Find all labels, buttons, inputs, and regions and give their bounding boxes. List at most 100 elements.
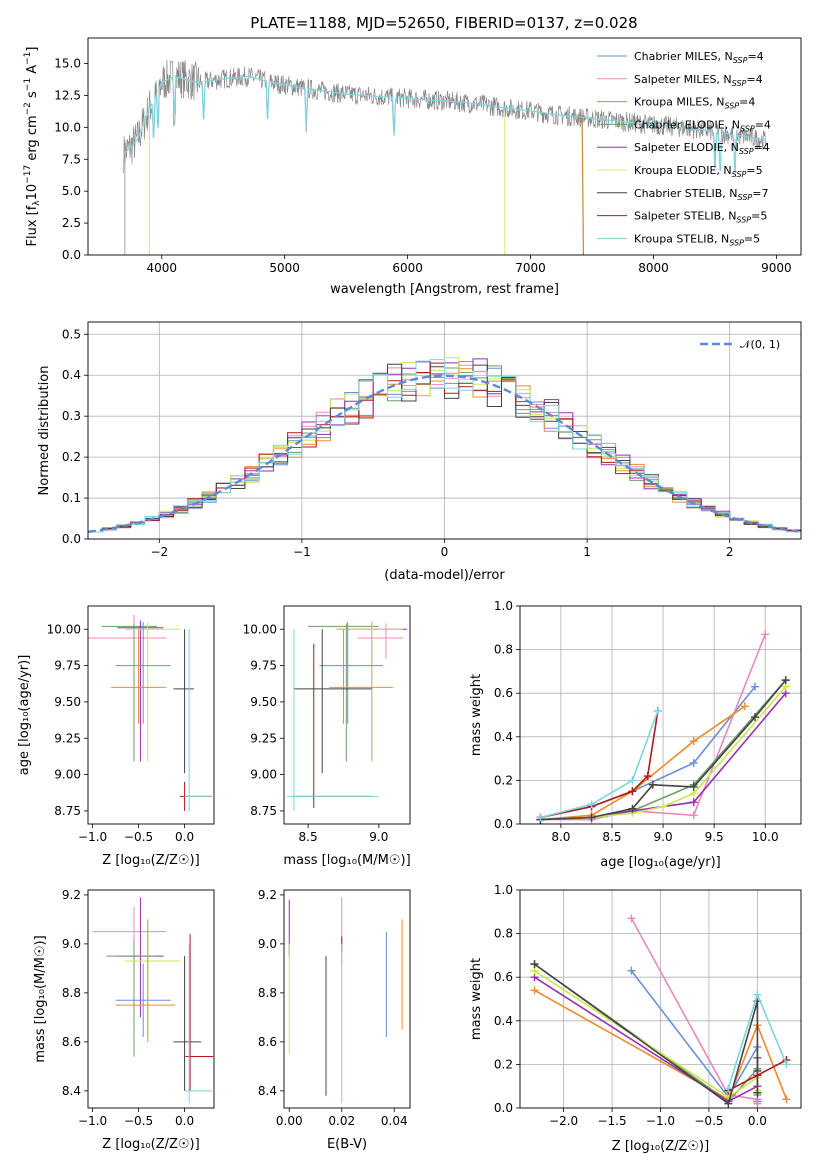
plot-area [288, 897, 403, 1104]
y-tick-label: 1.0 [494, 599, 513, 613]
plot-area [88, 614, 213, 811]
y-tick-label: 9.00 [250, 768, 277, 782]
x-tick-label: −1.0 [646, 1114, 675, 1128]
x-tick-label: 8.0 [551, 830, 570, 844]
x-tick-label: 8.5 [602, 830, 621, 844]
x-tick-label: 0.00 [276, 1114, 303, 1128]
legend-entry: Salpeter STELIB, NSSP=5 [634, 210, 767, 225]
x-tick-label: 8.5 [299, 830, 318, 844]
x-tick-label: 8000 [638, 261, 669, 275]
y-tick-label: 0.4 [494, 1014, 513, 1028]
plot-area [123, 59, 767, 255]
weight-point [689, 737, 698, 746]
x-axis-label: (data-model)/error [384, 568, 505, 583]
gaussian-curve [88, 374, 799, 533]
x-tick-label: 0.0 [175, 830, 194, 844]
weight-line [534, 989, 788, 1101]
y-tick-label: 0.0 [494, 1101, 513, 1115]
figure-title: PLATE=1188, MJD=52650, FIBERID=0137, z=0… [250, 14, 637, 32]
weight-point [782, 1095, 791, 1104]
y-tick-label: 0.0 [494, 817, 513, 831]
x-tick-label: 0.0 [748, 1114, 767, 1128]
weight-line [534, 963, 759, 1105]
y-tick-label: 8.6 [258, 1035, 277, 1049]
x-tick-label: 9.5 [705, 830, 724, 844]
y-tick-label: 8.75 [54, 804, 81, 818]
y-axis-label: mass weight [469, 958, 484, 1040]
weight-line [534, 976, 759, 1103]
x-tick-label: −0.5 [124, 1114, 153, 1128]
y-tick-label: 7.5 [62, 152, 81, 166]
y-tick-label: 8.8 [62, 986, 81, 1000]
y-tick-label: 8.8 [258, 986, 277, 1000]
weight-point [751, 713, 760, 722]
weight-point [689, 811, 698, 820]
x-tick-label: −2 [150, 545, 168, 559]
axes-frame [87, 321, 802, 540]
x-tick-label: 9.0 [369, 830, 388, 844]
panel-mass-vs-ebv: 0.00 0.02 0.04 8.4 8.6 8.8 9.0 9.2 E(B-V) [258, 888, 411, 1152]
y-tick-label: 8.75 [250, 804, 277, 818]
weight-point [627, 914, 636, 923]
weight-point [753, 1099, 762, 1108]
weight-point [751, 682, 760, 691]
y-tick-label: 0.2 [494, 1057, 513, 1071]
weight-point [781, 676, 790, 685]
y-axis-label: Normed distribution [37, 366, 52, 496]
y-tick-label: 0.3 [62, 409, 81, 423]
x-tick-label: −1.0 [78, 1114, 107, 1128]
x-tick-label: 0.02 [328, 1114, 355, 1128]
y-tick-label: 10.00 [47, 622, 81, 636]
y-tick-label: 9.0 [258, 937, 277, 951]
y-tick-label: 9.0 [62, 937, 81, 951]
x-tick-label: 0.04 [381, 1114, 408, 1128]
panel-weight-vs-Z: −2.0 −1.5 −1.0 −0.5 0.0 0.0 0.2 0.4 0.6 0.8 1.0 Z [… [469, 883, 802, 1154]
x-tick-label: −1.0 [78, 830, 107, 844]
y-tick-label: 8.4 [258, 1084, 277, 1098]
weight-point [659, 802, 668, 811]
y-tick-label: 8.4 [62, 1084, 81, 1098]
x-axis-label: mass [log₁₀(M/M☉)] [283, 853, 410, 868]
axes-frame [87, 889, 215, 1109]
y-tick-label: 0.4 [494, 730, 513, 744]
x-axis-label: wavelength [Angstrom, rest frame] [330, 282, 559, 297]
panel-mass-vs-Z: −1.0 −0.5 0.0 8.4 8.6 8.8 9.0 9.2 Z [log₁₀(Z/Z☉)… [33, 888, 215, 1152]
panel-residuals: −2 −1 0 1 2 0.0 0.1 0.2 0.3 0.4 0.5 𝒩(0, 1) (data-mo… [37, 321, 802, 583]
x-tick-label: −0.5 [124, 830, 153, 844]
weight-point [627, 966, 636, 975]
y-tick-label: 0.0 [62, 248, 81, 262]
legend-entry: Chabrier STELIB, NSSP=7 [634, 187, 768, 202]
y-axis-label: mass weight [469, 674, 484, 756]
x-axis-label: age [log₁₀(age/yr)] [600, 855, 721, 870]
weight-point [740, 702, 749, 711]
axes-frame [87, 37, 802, 256]
weight-line [540, 710, 659, 819]
y-tick-label: 0.6 [494, 970, 513, 984]
weight-point [587, 800, 596, 809]
y-tick-label: 0.8 [494, 643, 513, 657]
weight-point [643, 772, 652, 781]
y-axis-label: Flux [fλ10−17 erg cm−2 s−1 A−1] [23, 47, 42, 247]
weight-point [782, 1060, 791, 1069]
legend-entry: Kroupa MILES, NSSP=4 [634, 96, 755, 111]
weight-point [530, 960, 539, 969]
x-tick-label: −2.0 [549, 1114, 578, 1128]
panel-spectrum: 4000 5000 6000 7000 8000 9000 0.0 2.5 5.0 7.5 10.0… [23, 37, 802, 297]
y-tick-label: 0.4 [62, 368, 81, 382]
y-tick-label: 8.6 [62, 1035, 81, 1049]
x-tick-label: −0.5 [694, 1114, 723, 1128]
axes-frame [519, 605, 802, 825]
spectrum-model-line [123, 75, 767, 174]
y-tick-label: 9.75 [250, 659, 277, 673]
weight-point [753, 990, 762, 999]
y-tick-label: 2.5 [62, 216, 81, 230]
weight-point [753, 1088, 762, 1097]
x-tick-label: 0 [441, 545, 449, 559]
y-tick-label: 0.8 [494, 927, 513, 941]
axes-frame [283, 889, 411, 1109]
x-tick-label: 10.0 [752, 830, 779, 844]
x-tick-label: 9000 [761, 261, 792, 275]
x-tick-label: 1 [583, 545, 591, 559]
legend-entry: Chabrier ELODIE, NSSP=4 [634, 118, 771, 133]
x-tick-label: 5000 [269, 261, 300, 275]
